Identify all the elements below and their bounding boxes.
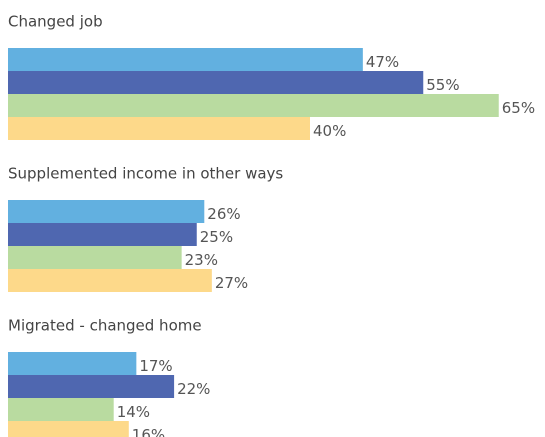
value-label: 40% [313,122,346,140]
bar [8,48,363,71]
value-label: 23% [185,251,218,269]
bar [8,269,212,292]
value-label: 14% [117,403,150,421]
bar [8,200,205,223]
value-label: 17% [139,357,172,375]
value-label: 65% [502,99,535,117]
category-label: Changed job [8,13,103,31]
category-label: Migrated - changed home [8,317,202,335]
value-label: 25% [200,228,233,246]
value-label: 22% [177,380,210,398]
bar [8,398,114,421]
bar [8,375,175,398]
bar [8,246,182,269]
value-label: 47% [366,53,399,71]
category-label: Supplemented income in other ways [8,165,283,183]
bar [8,117,310,140]
value-label: 16% [132,426,165,437]
bar [8,71,424,94]
bar [8,223,197,246]
bar [8,421,129,437]
value-label: 55% [426,76,459,94]
bar [8,94,499,117]
value-label: 26% [207,205,240,223]
bar [8,352,137,375]
value-label: 27% [215,274,248,292]
